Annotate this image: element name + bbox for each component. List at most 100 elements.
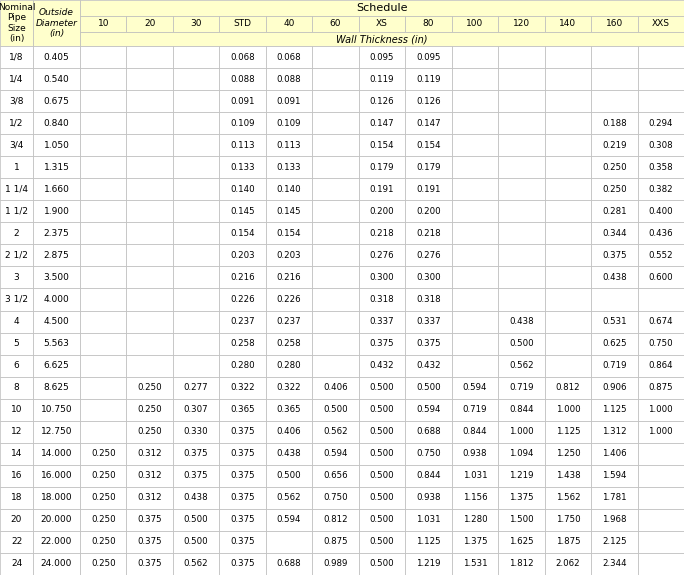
Bar xyxy=(313,332,359,355)
Text: 0.133: 0.133 xyxy=(231,163,255,172)
Bar xyxy=(0,421,33,443)
Bar xyxy=(313,244,359,266)
Text: 1.000: 1.000 xyxy=(509,427,534,436)
Bar xyxy=(451,244,498,266)
Text: 0.250: 0.250 xyxy=(91,559,116,569)
Text: 4.500: 4.500 xyxy=(44,317,69,326)
Bar xyxy=(313,16,359,32)
Bar xyxy=(498,68,544,90)
Bar xyxy=(127,421,173,443)
Text: 0.675: 0.675 xyxy=(44,97,70,106)
Bar xyxy=(498,421,544,443)
Bar xyxy=(266,355,313,377)
Bar xyxy=(266,310,313,332)
Bar xyxy=(544,200,591,223)
Text: 0.552: 0.552 xyxy=(648,251,673,260)
Text: 0.218: 0.218 xyxy=(416,229,440,238)
Text: 1.125: 1.125 xyxy=(555,427,580,436)
Bar xyxy=(591,398,637,421)
Bar xyxy=(591,421,637,443)
Text: 30: 30 xyxy=(190,20,202,29)
Bar xyxy=(0,266,33,289)
Bar xyxy=(266,200,313,223)
Text: 0.145: 0.145 xyxy=(277,207,302,216)
Text: 2.125: 2.125 xyxy=(602,538,627,546)
Text: 0.674: 0.674 xyxy=(648,317,673,326)
Bar xyxy=(544,46,591,68)
Bar xyxy=(173,443,220,465)
Bar xyxy=(405,553,451,575)
Bar xyxy=(405,310,451,332)
Text: 0.688: 0.688 xyxy=(416,427,440,436)
Text: Nominal
Pipe
Size
(in): Nominal Pipe Size (in) xyxy=(0,3,36,43)
Bar xyxy=(0,90,33,112)
Bar xyxy=(359,443,405,465)
Bar xyxy=(498,178,544,200)
Text: 0.375: 0.375 xyxy=(602,251,627,260)
Bar xyxy=(451,398,498,421)
Text: 0.864: 0.864 xyxy=(648,361,673,370)
Bar xyxy=(80,134,127,156)
Bar xyxy=(359,289,405,310)
Text: 1.750: 1.750 xyxy=(555,515,580,524)
Bar xyxy=(127,487,173,509)
Text: 0.179: 0.179 xyxy=(370,163,394,172)
Text: 0.109: 0.109 xyxy=(277,118,302,128)
Text: 0.875: 0.875 xyxy=(324,538,348,546)
Bar xyxy=(266,509,313,531)
Bar xyxy=(405,244,451,266)
Bar xyxy=(498,134,544,156)
Bar xyxy=(33,0,80,46)
Bar xyxy=(33,531,80,553)
Bar xyxy=(127,112,173,134)
Bar xyxy=(127,355,173,377)
Text: 1.312: 1.312 xyxy=(602,427,627,436)
Text: 1.315: 1.315 xyxy=(44,163,70,172)
Text: 3/8: 3/8 xyxy=(10,97,24,106)
Text: 1 1/4: 1 1/4 xyxy=(5,185,28,194)
Text: 1.900: 1.900 xyxy=(44,207,70,216)
Text: 40: 40 xyxy=(283,20,295,29)
Text: 0.594: 0.594 xyxy=(277,515,302,524)
Bar xyxy=(33,68,80,90)
Text: STD: STD xyxy=(234,20,252,29)
Bar xyxy=(591,178,637,200)
Bar xyxy=(220,68,266,90)
Bar xyxy=(220,443,266,465)
Bar xyxy=(591,509,637,531)
Bar xyxy=(451,332,498,355)
Text: 0.365: 0.365 xyxy=(231,405,255,414)
Bar xyxy=(498,355,544,377)
Bar xyxy=(173,266,220,289)
Bar xyxy=(127,553,173,575)
Text: 0.400: 0.400 xyxy=(648,207,673,216)
Bar xyxy=(313,223,359,244)
Bar xyxy=(127,398,173,421)
Bar xyxy=(0,46,33,68)
Bar xyxy=(313,398,359,421)
Text: 1/2: 1/2 xyxy=(10,118,24,128)
Bar xyxy=(591,244,637,266)
Text: 0.562: 0.562 xyxy=(184,559,209,569)
Text: 1.625: 1.625 xyxy=(509,538,534,546)
Text: 1.031: 1.031 xyxy=(416,515,440,524)
Bar xyxy=(173,553,220,575)
Text: 0.140: 0.140 xyxy=(231,185,255,194)
Bar xyxy=(451,487,498,509)
Bar xyxy=(0,443,33,465)
Text: 1.000: 1.000 xyxy=(648,405,673,414)
Text: 0.258: 0.258 xyxy=(231,339,255,348)
Bar xyxy=(127,289,173,310)
Text: 0.540: 0.540 xyxy=(44,75,69,83)
Bar xyxy=(544,553,591,575)
Text: 160: 160 xyxy=(606,20,623,29)
Bar xyxy=(637,310,684,332)
Bar xyxy=(359,46,405,68)
Text: 0.068: 0.068 xyxy=(277,52,302,62)
Bar xyxy=(591,68,637,90)
Text: 0.719: 0.719 xyxy=(509,383,534,392)
Bar xyxy=(359,398,405,421)
Text: 12: 12 xyxy=(11,427,22,436)
Bar xyxy=(405,200,451,223)
Bar xyxy=(33,332,80,355)
